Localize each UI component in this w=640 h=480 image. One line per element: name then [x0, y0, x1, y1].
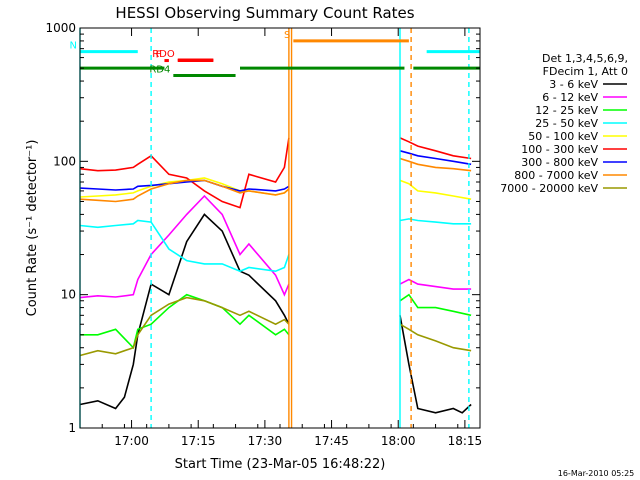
x-tick-label-2: 17:30 — [248, 434, 283, 448]
legend-label-0: 3 - 6 keV — [549, 78, 598, 91]
x-axis-label: Start Time (23-Mar-05 16:48:22) — [175, 457, 386, 472]
legend-label-3: 25 - 50 keV — [535, 117, 598, 130]
timestamp: 16-Mar-2010 05:25 — [558, 469, 635, 478]
legend-label-7: 800 - 7000 keV — [514, 169, 598, 182]
series-line-6 — [79, 150, 472, 192]
legend-label-8: 7000 - 20000 keV — [500, 182, 598, 195]
y-axis-label: Count Rate (s⁻¹ detector⁻¹) — [25, 140, 40, 317]
legend-label-1: 6 - 12 keV — [542, 91, 598, 104]
plot-series — [79, 137, 472, 414]
series-line-0 — [79, 213, 472, 414]
y-tick-label-2: 100 — [53, 154, 76, 168]
x-tick-label-4: 18:00 — [381, 434, 416, 448]
legend-label-2: 12 - 25 keV — [535, 104, 598, 117]
y-tick-label-1: 10 — [61, 288, 76, 302]
x-tick-label-1: 17:15 — [181, 434, 216, 448]
y-tick-label-0: 1 — [68, 421, 76, 435]
legend-header-1: FDecim 1, Att 0 — [543, 65, 628, 78]
y-tick-label-3: 1000 — [45, 21, 76, 35]
state-bar-label-0: N — [70, 41, 77, 52]
legend-label-4: 50 - 100 keV — [528, 130, 598, 143]
state-bar-label-1: F — [156, 50, 162, 61]
state-bar-label-4: RD4 — [149, 65, 170, 76]
legend-label-6: 300 - 800 keV — [521, 156, 598, 169]
series-line-2 — [80, 293, 472, 350]
chart-title: HESSI Observing Summary Count Rates — [115, 4, 414, 22]
state-bar-label-3: S — [284, 30, 290, 41]
x-tick-label-3: 17:45 — [314, 434, 349, 448]
x-tick-label-0: 17:00 — [114, 434, 149, 448]
legend-label-5: 100 - 300 keV — [521, 143, 598, 156]
series-line-3 — [79, 218, 472, 273]
x-tick-label-5: 18:15 — [448, 434, 483, 448]
plot-frame — [79, 27, 481, 429]
series-line-7 — [79, 157, 472, 203]
series-line-5 — [79, 137, 472, 209]
series-line-8 — [79, 296, 472, 357]
legend: Det 1,3,4,5,6,9,FDecim 1, Att 03 - 6 keV… — [500, 52, 628, 195]
legend-header-0: Det 1,3,4,5,6,9, — [542, 52, 628, 65]
axes: 17:00 17:15 17:30 17:45 18:00 18:15 1 10 100 1000 — [45, 21, 482, 448]
series-line-1 — [79, 194, 472, 299]
state-bar-label-2: RDO — [152, 49, 175, 60]
